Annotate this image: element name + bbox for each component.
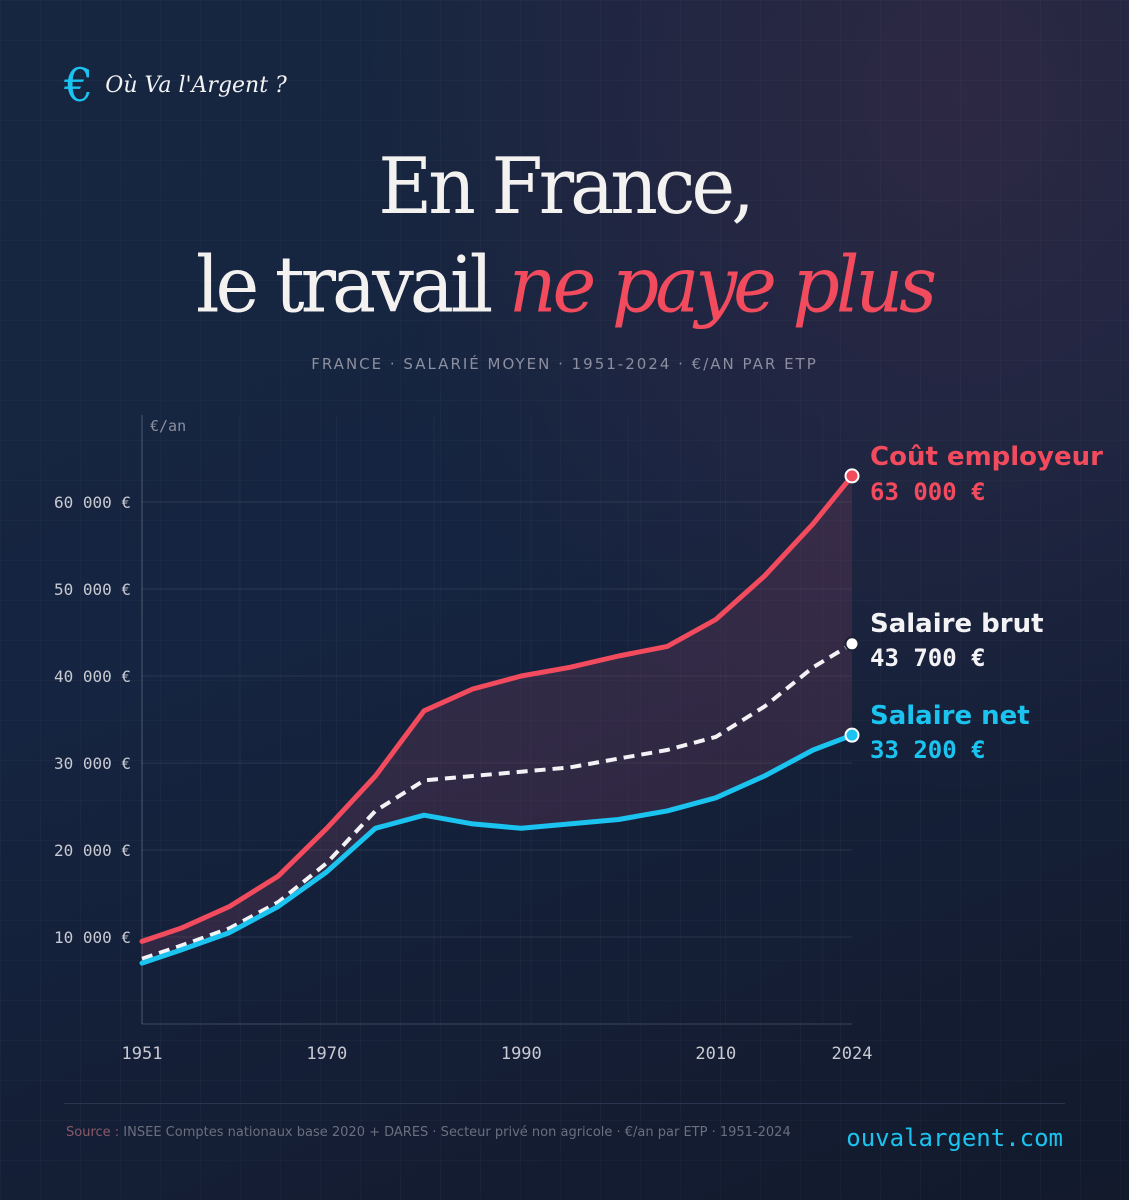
website-link[interactable]: ouvalargent.com bbox=[846, 1124, 1063, 1152]
y-tick-label: 10 000 € bbox=[54, 928, 131, 947]
end-labels: Coût employeur 63 000 € Salaire brut 43 700… bbox=[870, 442, 1103, 764]
title-line-1: En France, bbox=[378, 141, 754, 232]
euro-icon: € bbox=[64, 58, 94, 112]
source-note: Source : INSEE Comptes nationaux base 20… bbox=[66, 1122, 806, 1144]
source-text: INSEE Comptes nationaux base 2020 + DARE… bbox=[123, 1125, 791, 1140]
axes bbox=[141, 415, 852, 1025]
series-name-cout-employeur: Coût employeur bbox=[870, 442, 1103, 472]
x-tick-label: 1951 bbox=[122, 1044, 163, 1064]
x-tick-label: 2024 bbox=[832, 1044, 873, 1064]
y-tick-label: 30 000 € bbox=[54, 754, 131, 773]
series-name-salaire-net: Salaire net bbox=[870, 701, 1030, 731]
line-salaire-net bbox=[139, 732, 855, 966]
series-value-cout-employeur: 63 000 € bbox=[870, 478, 986, 506]
title-line-2-plain: le travail bbox=[195, 240, 509, 331]
y-tick-label: 20 000 € bbox=[54, 841, 131, 860]
brand: € Où Va l'Argent ? bbox=[64, 62, 287, 108]
title-line-2-accent: ne paye plus bbox=[508, 240, 937, 331]
tick-labels: 10 000 € 20 000 € 30 000 € 40 000 € 50 000 €… bbox=[54, 493, 873, 1064]
end-marker-cout-employeur bbox=[844, 468, 860, 484]
shaded-gap-area bbox=[142, 475, 852, 964]
y-axis-label: €/an bbox=[150, 417, 186, 435]
end-markers bbox=[844, 468, 860, 743]
series-value-salaire-brut: 43 700 € bbox=[870, 644, 986, 672]
y-tick-label: 50 000 € bbox=[54, 580, 131, 599]
series-name-salaire-brut: Salaire brut bbox=[870, 609, 1044, 639]
title-line-2: le travail ne paye plus bbox=[0, 236, 1129, 335]
plot-grid bbox=[142, 501, 852, 938]
series-lines bbox=[139, 473, 855, 966]
x-tick-label: 1990 bbox=[501, 1044, 542, 1064]
page-title: En France, le travail ne paye plus bbox=[0, 137, 1129, 334]
footer-divider bbox=[64, 1103, 1065, 1104]
y-tick-label: 60 000 € bbox=[54, 493, 131, 512]
y-tick-label: 40 000 € bbox=[54, 667, 131, 686]
series-value-salaire-net: 33 200 € bbox=[870, 736, 986, 764]
line-cout-employeur bbox=[139, 473, 855, 944]
chart-subtitle: FRANCE · SALARIÉ MOYEN · 1951-2024 · €/A… bbox=[311, 355, 818, 373]
source-label: Source : bbox=[66, 1125, 124, 1140]
end-marker-salaire-net bbox=[844, 727, 860, 743]
end-marker-salaire-brut bbox=[844, 636, 860, 652]
x-tick-label: 1970 bbox=[306, 1044, 347, 1064]
x-tick-label: 2010 bbox=[695, 1044, 736, 1064]
brand-name: Où Va l'Argent ? bbox=[105, 72, 287, 98]
